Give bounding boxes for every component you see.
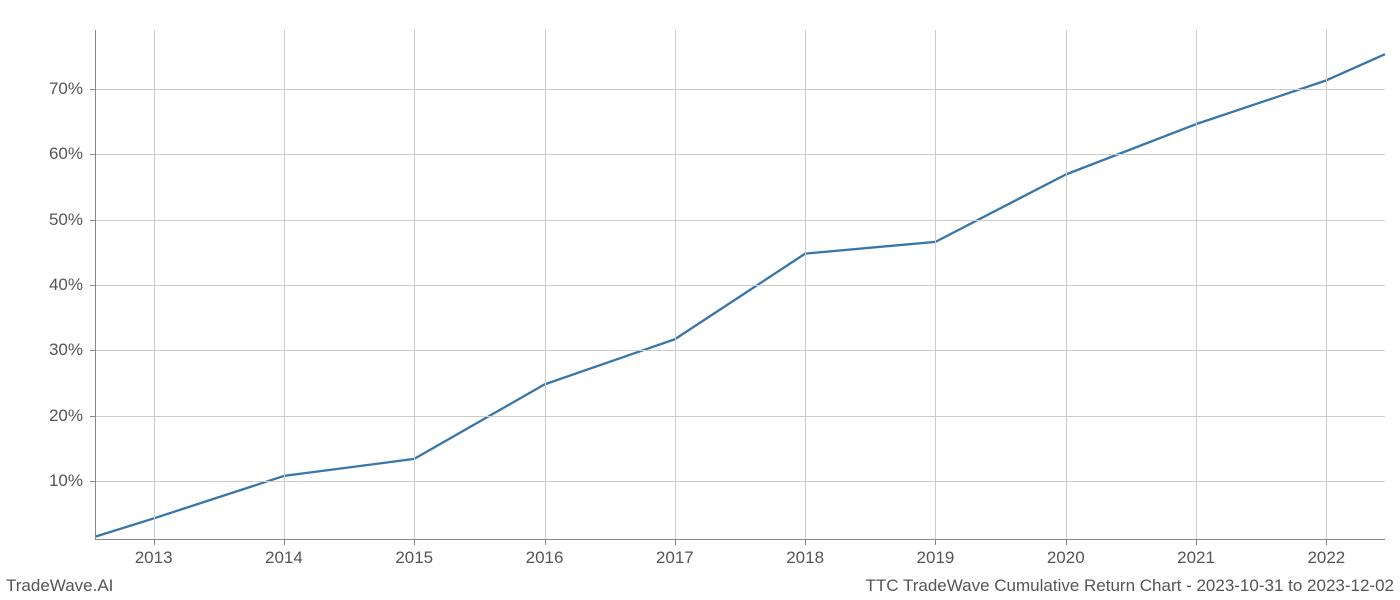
footer-caption: TTC TradeWave Cumulative Return Chart - … bbox=[865, 576, 1394, 596]
grid-line-horizontal bbox=[95, 220, 1385, 221]
x-tick-label: 2013 bbox=[135, 548, 173, 568]
x-tick-label: 2016 bbox=[526, 548, 564, 568]
y-tick-label: 70% bbox=[23, 79, 83, 99]
y-tick-label: 10% bbox=[23, 471, 83, 491]
y-tick-label: 40% bbox=[23, 275, 83, 295]
x-tick-mark bbox=[805, 540, 806, 545]
y-tick-label: 60% bbox=[23, 144, 83, 164]
x-tick-label: 2018 bbox=[786, 548, 824, 568]
plot-area: 2013201420152016201720182019202020212022… bbox=[95, 30, 1385, 540]
x-tick-mark bbox=[545, 540, 546, 545]
x-tick-mark bbox=[675, 540, 676, 545]
x-tick-label: 2022 bbox=[1307, 548, 1345, 568]
x-tick-label: 2020 bbox=[1047, 548, 1085, 568]
y-tick-label: 20% bbox=[23, 406, 83, 426]
grid-line-horizontal bbox=[95, 285, 1385, 286]
axis-spine-bottom bbox=[95, 539, 1385, 540]
x-tick-label: 2019 bbox=[917, 548, 955, 568]
axis-spine-left bbox=[95, 30, 96, 540]
y-tick-label: 30% bbox=[23, 340, 83, 360]
grid-line-horizontal bbox=[95, 154, 1385, 155]
x-tick-mark bbox=[935, 540, 936, 545]
grid-line-horizontal bbox=[95, 416, 1385, 417]
grid-line-horizontal bbox=[95, 89, 1385, 90]
footer-brand: TradeWave.AI bbox=[6, 576, 113, 596]
x-tick-mark bbox=[1196, 540, 1197, 545]
series-line-cumulative_return bbox=[95, 54, 1385, 537]
x-tick-label: 2017 bbox=[656, 548, 694, 568]
chart-container: 2013 2014 2015 2016 2017 2018 2019 2020 2021 2022… bbox=[0, 0, 1400, 600]
x-tick-mark bbox=[1326, 540, 1327, 545]
x-tick-label: 2021 bbox=[1177, 548, 1215, 568]
x-tick-mark bbox=[414, 540, 415, 545]
x-tick-label: 2015 bbox=[395, 548, 433, 568]
x-tick-mark bbox=[284, 540, 285, 545]
x-tick-mark bbox=[154, 540, 155, 545]
x-tick-mark bbox=[1066, 540, 1067, 545]
grid-line-horizontal bbox=[95, 481, 1385, 482]
grid-line-horizontal bbox=[95, 350, 1385, 351]
y-tick-label: 50% bbox=[23, 210, 83, 230]
x-tick-label: 2014 bbox=[265, 548, 303, 568]
